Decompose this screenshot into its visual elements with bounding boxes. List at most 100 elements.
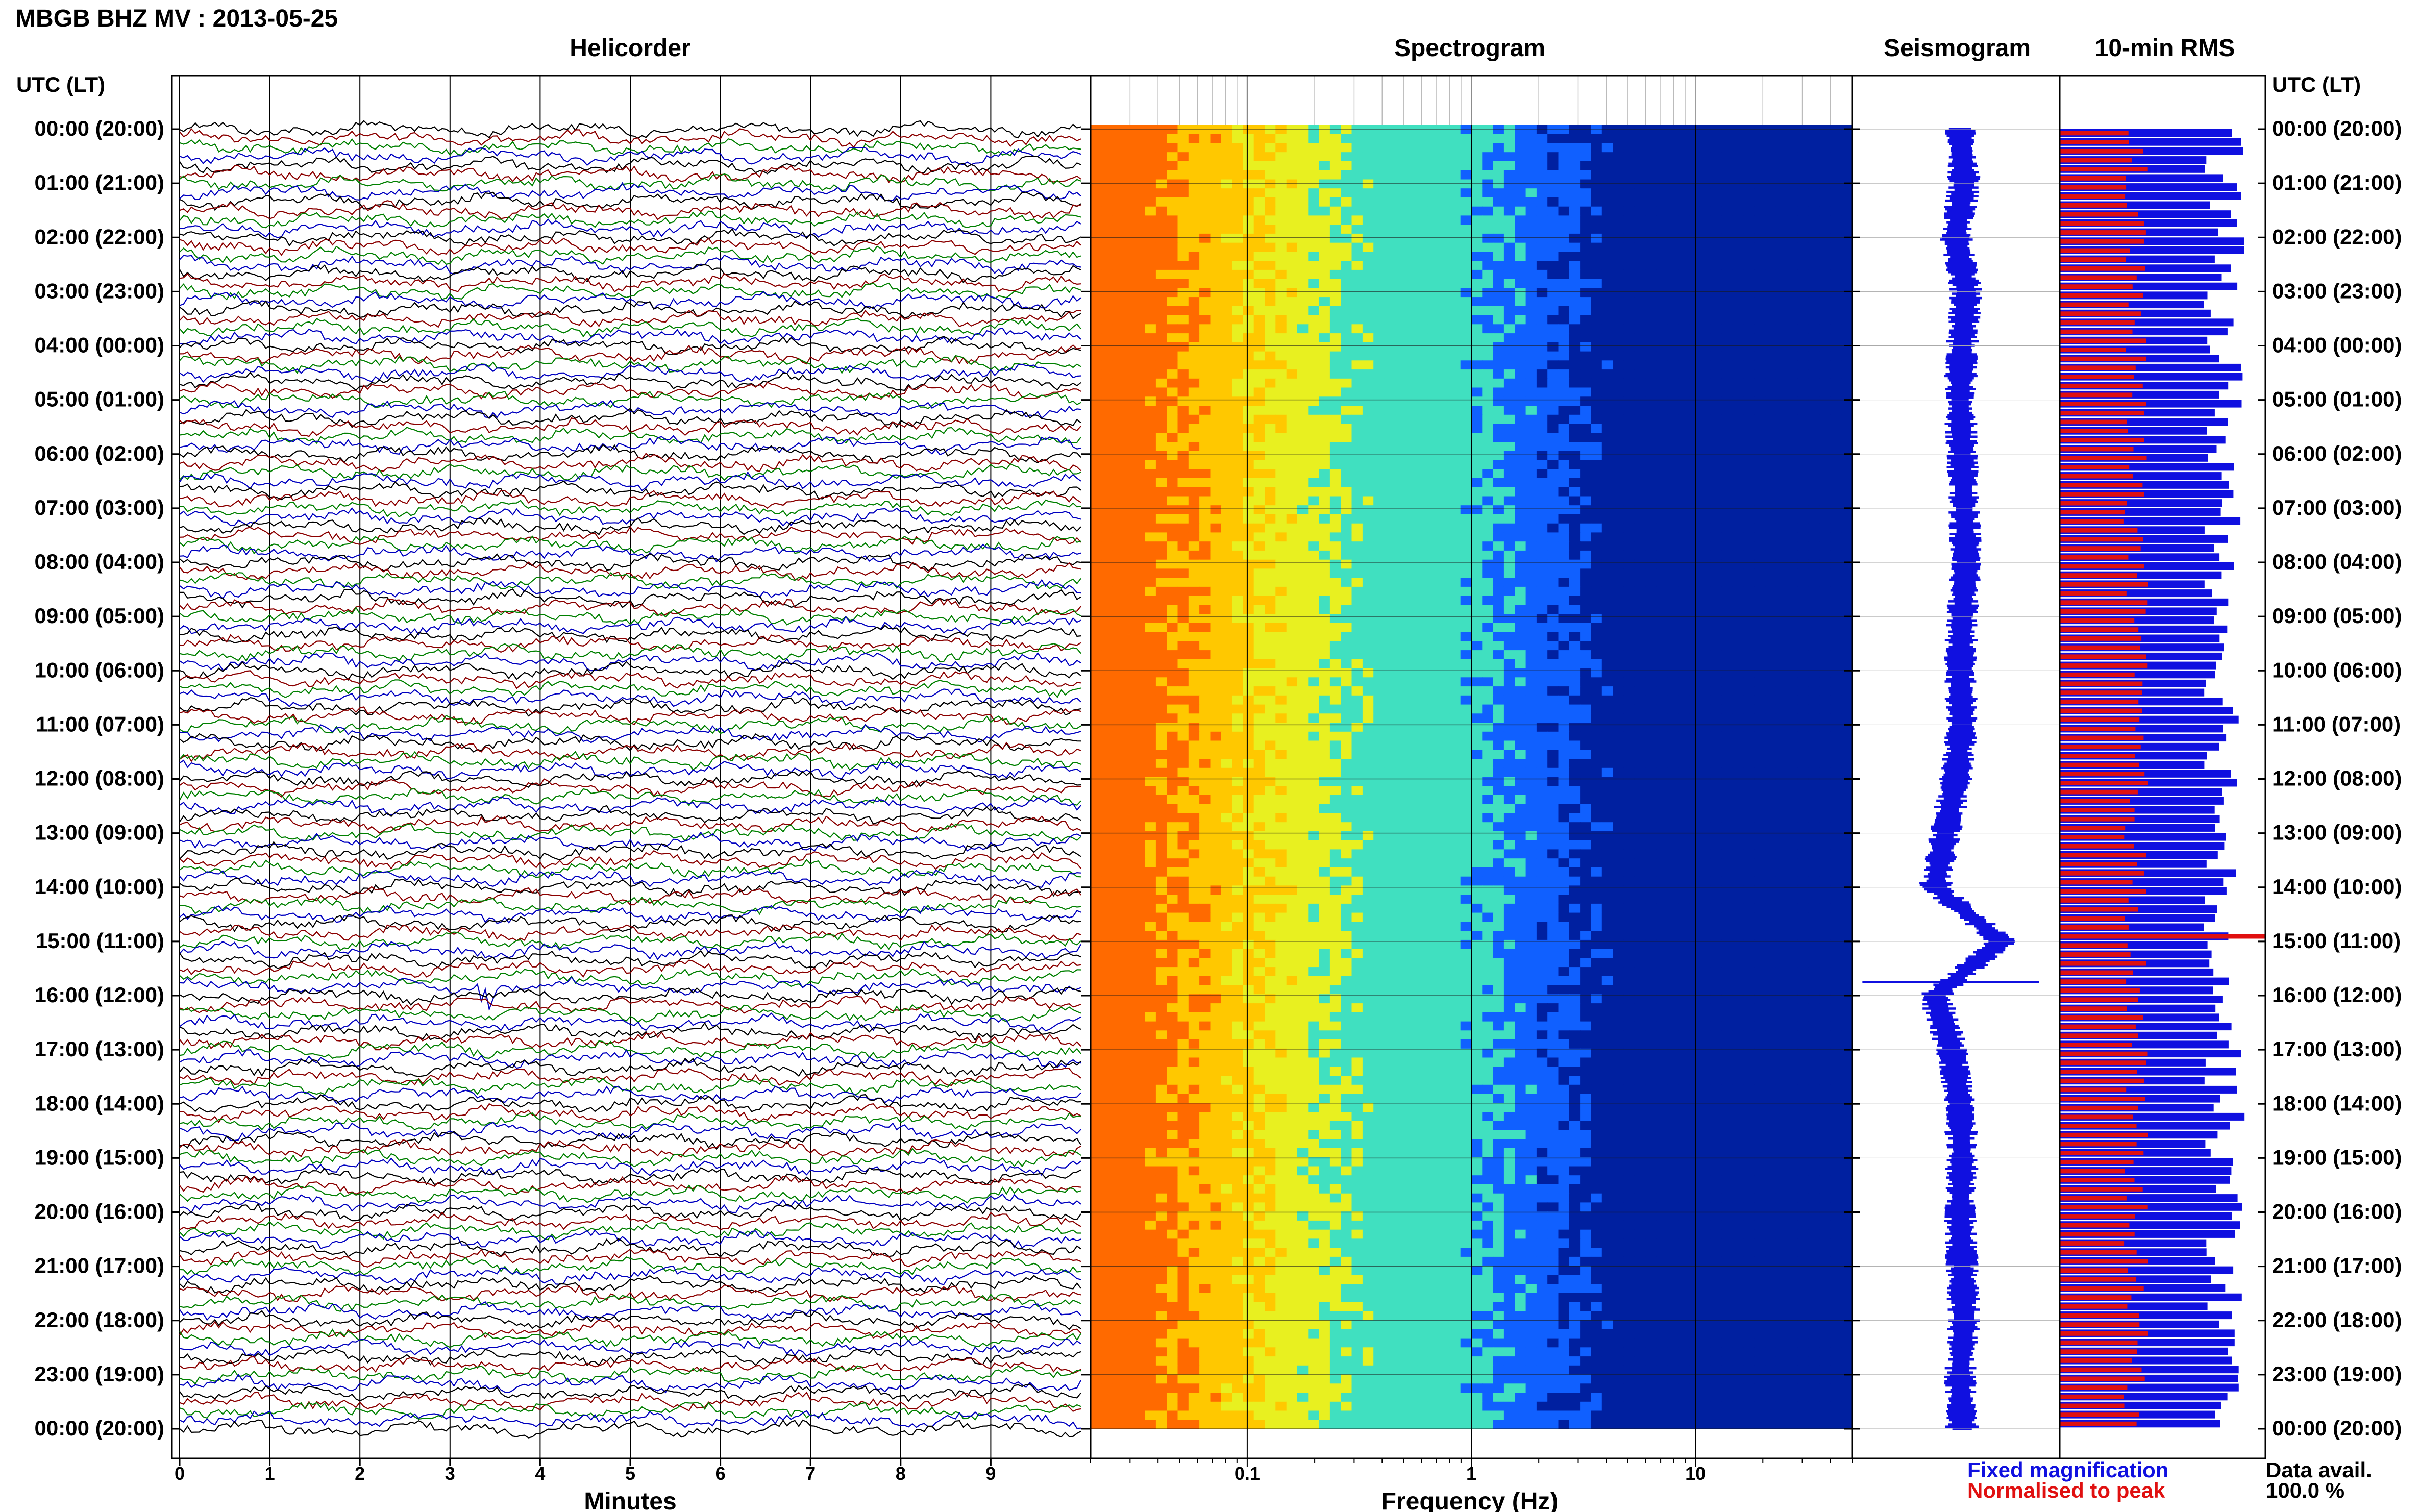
rms-normalised-bar [2060, 1051, 2148, 1056]
time-tick-label-right: 16:00 (12:00) [2272, 983, 2402, 1007]
helicorder-trace [179, 615, 1081, 636]
left-utc-header: UTC (LT) [16, 72, 105, 96]
helicorder-trace [179, 1103, 1081, 1124]
frequency-tick-label: 0.1 [1235, 1463, 1260, 1484]
rms-normalised-bar [2060, 1196, 2127, 1201]
helicorder-trace [179, 128, 1081, 148]
rms-normalised-bar [2060, 248, 2130, 253]
rms-normalised-bar [2060, 519, 2124, 524]
helicorder-trace [179, 1293, 1081, 1312]
rms-normalised-bar [2060, 419, 2127, 425]
helicorder-trace [179, 1402, 1081, 1421]
helicorder-trace [179, 1040, 1081, 1059]
rms-normalised-bar [2060, 1232, 2135, 1237]
time-tick-label-right: 17:00 (13:00) [2272, 1037, 2402, 1061]
time-tick-label-left: 00:00 (20:00) [35, 116, 164, 140]
time-tick-label-right: 00:00 (20:00) [2272, 116, 2402, 140]
time-tick-label-left: 06:00 (02:00) [35, 441, 164, 465]
frequency-tick-label: 10 [1685, 1463, 1706, 1484]
time-tick-label-left: 23:00 (19:00) [35, 1362, 164, 1386]
helicorder-trace [179, 1383, 1081, 1402]
helicorder-trace [179, 371, 1081, 391]
time-tick-label-right: 00:00 (20:00) [2272, 1416, 2402, 1440]
helicorder-trace [179, 1057, 1081, 1078]
rms-normalised-bar [2060, 952, 2131, 957]
helicorder-trace [179, 290, 1081, 310]
rms-normalised-bar [2060, 943, 2128, 948]
rms-normalised-bar [2060, 726, 2136, 731]
time-tick-label-left: 02:00 (22:00) [35, 225, 164, 249]
helicorder-trace [179, 1184, 1081, 1204]
rms-normalised-bar [2060, 365, 2136, 370]
rms-normalised-bar [2060, 844, 2134, 849]
rms-normalised-bar [2060, 1006, 2127, 1011]
helicorder-trace [179, 841, 1081, 861]
helicorder-trace [179, 1419, 1081, 1439]
rms-normalised-bar [2060, 140, 2129, 144]
rms-normalised-bar [2060, 1394, 2124, 1399]
rms-normalised-bar [2060, 699, 2139, 704]
rms-normalised-bar [2060, 672, 2135, 677]
rms-normalised-bar [2060, 429, 2128, 433]
rms-title: 10-min RMS [2095, 35, 2235, 62]
time-tick-label-left: 18:00 (14:00) [35, 1091, 164, 1115]
helicorder-trace [179, 1030, 1081, 1051]
helicorder-trace [179, 272, 1081, 293]
rms-normalised-bar [2060, 1132, 2148, 1137]
rms-normalised-bar [2060, 789, 2138, 795]
time-tick-label-left: 14:00 (10:00) [35, 875, 164, 899]
helicorder-trace [179, 282, 1081, 301]
helicorder-trace [179, 1373, 1081, 1394]
helicorder-trace [179, 526, 1081, 546]
rms-normalised-bar [2060, 185, 2127, 190]
helicorder-trace [179, 499, 1081, 518]
helicorder-trace [179, 317, 1081, 338]
time-tick-label-left: 13:00 (09:00) [35, 821, 164, 845]
rms-normalised-bar [2060, 257, 2126, 262]
time-tick-label-left: 00:00 (20:00) [35, 1416, 164, 1440]
rms-normalised-bar [2060, 1097, 2145, 1101]
helicorder-trace [179, 924, 1081, 942]
rms-normalised-bar [2060, 636, 2142, 641]
rms-normalised-bar [2060, 338, 2146, 343]
time-tick-label-right: 22:00 (18:00) [2272, 1308, 2402, 1332]
legend-fixed-magnification: Fixed magnification [1967, 1458, 2168, 1482]
rms-normalised-bar [2060, 1331, 2148, 1336]
time-tick-label-right: 23:00 (19:00) [2272, 1362, 2402, 1386]
helicorder-trace [179, 1004, 1081, 1023]
helicorder-trace [179, 1139, 1081, 1158]
rms-normalised-bar [2060, 853, 2146, 858]
rms-normalised-bar [2060, 1187, 2143, 1192]
helicorder-trace [179, 1211, 1081, 1231]
station-title: MBGB BHZ MV : 2013-05-25 [15, 5, 338, 32]
helicorder-trace [179, 435, 1081, 456]
rms-normalised-bar [2060, 582, 2148, 587]
helicorder-trace [179, 1122, 1081, 1142]
helicorder-trace [179, 1022, 1081, 1042]
time-tick-label-left: 12:00 (08:00) [35, 766, 164, 790]
time-tick-label-right: 11:00 (07:00) [2272, 712, 2401, 736]
helicorder-trace [179, 706, 1081, 726]
helicorder-trace [179, 1248, 1081, 1268]
time-tick-label-right: 14:00 (10:00) [2272, 875, 2402, 899]
minute-tick-label: 2 [355, 1463, 365, 1484]
time-tick-label-left: 19:00 (15:00) [35, 1145, 164, 1169]
rms-normalised-bar [2060, 1024, 2136, 1029]
rms-normalised-bar [2060, 591, 2127, 596]
rms-normalised-bar [2060, 266, 2145, 271]
rms-normalised-bar [2060, 1124, 2137, 1128]
helicorder-trace [179, 1238, 1081, 1258]
helicorder-trace [179, 986, 1081, 1006]
spectrogram-xlabel: Frequency (Hz) [1381, 1488, 1559, 1512]
rms-normalised-bar [2060, 1295, 2132, 1300]
rms-normalised-bar [2060, 898, 2129, 903]
minute-tick-label: 7 [805, 1463, 816, 1484]
helicorder-trace [179, 480, 1081, 501]
helicorder-trace [179, 1348, 1081, 1367]
helicorder-trace [179, 427, 1081, 444]
helicorder-xlabel: Minutes [584, 1488, 676, 1512]
rms-normalised-bar [2060, 230, 2146, 235]
time-tick-label-right: 06:00 (02:00) [2272, 441, 2402, 465]
helicorder-trace [179, 634, 1081, 653]
rms-normalised-bar [2060, 410, 2144, 415]
